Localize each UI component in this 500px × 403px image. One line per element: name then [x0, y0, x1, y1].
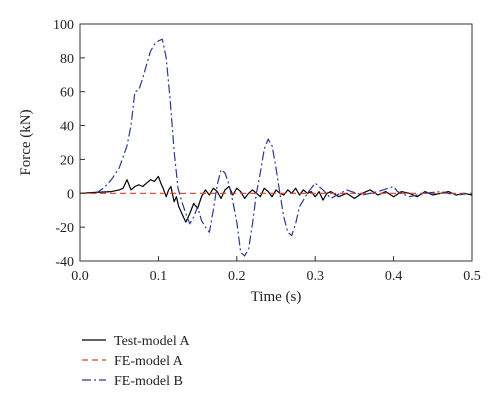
- legend-label-fe-model-b: FE-model B: [114, 374, 183, 389]
- y-tick-label: -40: [55, 255, 74, 270]
- y-tick-label: -20: [55, 221, 74, 236]
- x-tick-label: 0.3: [306, 269, 324, 284]
- legend-label-test-model-a: Test-model A: [114, 334, 191, 349]
- legend: Test-model A FE-model A FE-model B: [82, 334, 191, 389]
- tick-layer: 0.0 0.1 0.2 0.3 0.4 0.5 -40 -20 0 20 40 60 80 100: [53, 18, 481, 284]
- y-tick-label: 20: [60, 153, 74, 168]
- y-tick-label: 40: [60, 120, 74, 135]
- y-tick-label: 60: [60, 86, 74, 101]
- y-tick-label: 100: [53, 18, 74, 33]
- legend-label-fe-model-a: FE-model A: [114, 354, 184, 369]
- x-tick-label: 0.5: [463, 269, 481, 284]
- x-axis-label: Time (s): [251, 289, 302, 305]
- x-tick-label: 0.1: [150, 269, 168, 284]
- y-tick-label: 80: [60, 52, 74, 67]
- x-tick-label: 0.0: [71, 269, 89, 284]
- series-line-fe-model-b: [95, 38, 473, 257]
- x-tick-label: 0.2: [228, 269, 246, 284]
- series-line-test-model-a: [79, 175, 473, 223]
- x-tick-label: 0.4: [385, 269, 403, 284]
- y-axis-label: Force (kN): [18, 109, 34, 175]
- series-layer: [79, 38, 473, 257]
- y-tick-label: 0: [67, 187, 74, 202]
- plot-frame: [79, 23, 473, 262]
- plot-area: [79, 23, 473, 262]
